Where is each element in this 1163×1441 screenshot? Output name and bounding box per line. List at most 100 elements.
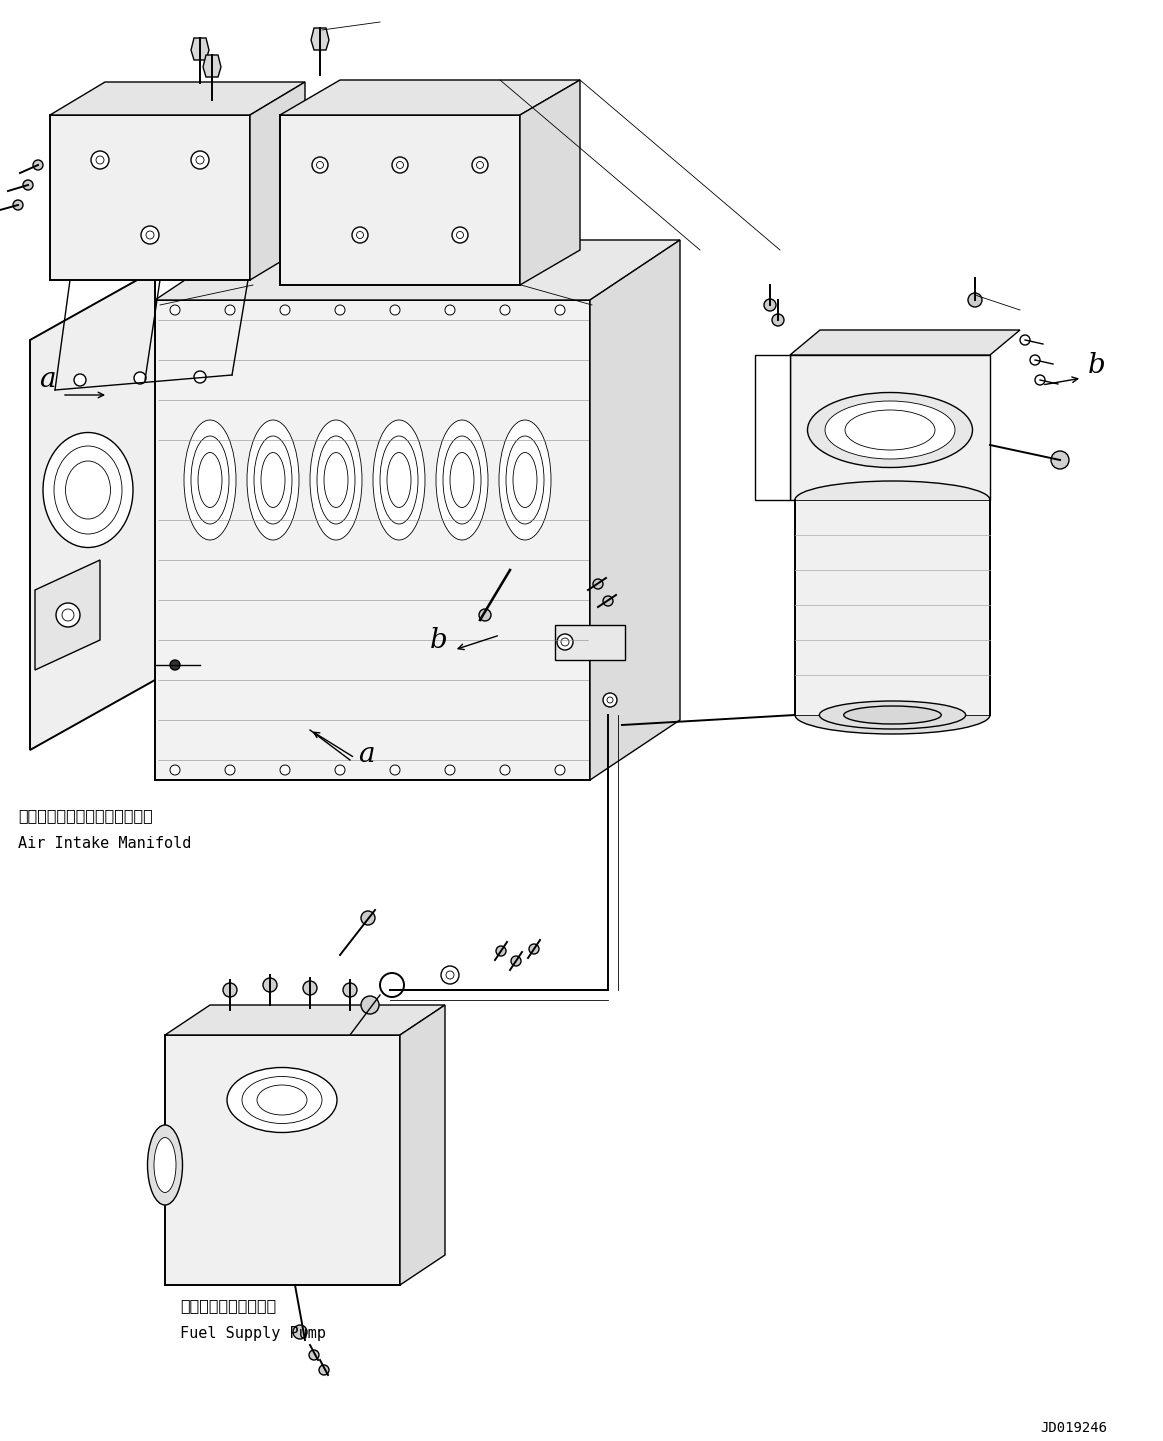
Circle shape: [361, 996, 379, 1014]
Circle shape: [357, 232, 364, 239]
Text: Fuel Supply Pump: Fuel Supply Pump: [180, 1326, 326, 1342]
Polygon shape: [191, 37, 209, 61]
Circle shape: [194, 370, 206, 383]
Circle shape: [968, 293, 982, 307]
Circle shape: [607, 697, 613, 703]
Text: b: b: [1089, 352, 1106, 379]
Circle shape: [13, 200, 23, 210]
Ellipse shape: [317, 437, 355, 525]
Ellipse shape: [506, 437, 544, 525]
Ellipse shape: [257, 1085, 307, 1115]
Ellipse shape: [184, 419, 236, 540]
Circle shape: [280, 305, 290, 316]
Circle shape: [170, 765, 180, 775]
Circle shape: [335, 765, 345, 775]
Circle shape: [479, 610, 491, 621]
Ellipse shape: [499, 419, 551, 540]
Polygon shape: [50, 115, 250, 280]
Ellipse shape: [43, 432, 133, 548]
Circle shape: [141, 226, 159, 244]
Ellipse shape: [387, 452, 411, 507]
Circle shape: [280, 765, 290, 775]
Circle shape: [74, 375, 86, 386]
Circle shape: [1051, 451, 1069, 468]
Ellipse shape: [254, 437, 292, 525]
Circle shape: [319, 1365, 329, 1375]
Ellipse shape: [311, 419, 362, 540]
Polygon shape: [790, 354, 990, 500]
Circle shape: [147, 231, 154, 239]
Ellipse shape: [380, 437, 418, 525]
Circle shape: [555, 305, 565, 316]
Ellipse shape: [380, 973, 404, 997]
Polygon shape: [204, 55, 221, 76]
Circle shape: [511, 955, 521, 965]
Circle shape: [500, 305, 511, 316]
Circle shape: [91, 151, 109, 169]
Polygon shape: [280, 115, 520, 285]
Circle shape: [390, 305, 400, 316]
Circle shape: [445, 305, 455, 316]
Text: a: a: [40, 366, 56, 393]
Polygon shape: [280, 81, 580, 115]
Polygon shape: [400, 1004, 445, 1285]
Ellipse shape: [436, 419, 488, 540]
Circle shape: [361, 911, 374, 925]
Ellipse shape: [261, 452, 285, 507]
Circle shape: [441, 965, 459, 984]
Polygon shape: [755, 354, 790, 500]
Ellipse shape: [443, 437, 481, 525]
Ellipse shape: [807, 392, 972, 467]
Ellipse shape: [825, 401, 955, 460]
Circle shape: [772, 314, 784, 326]
Polygon shape: [50, 82, 305, 115]
Polygon shape: [155, 300, 590, 780]
Ellipse shape: [843, 706, 941, 723]
Polygon shape: [165, 1004, 445, 1035]
Circle shape: [397, 161, 404, 169]
Ellipse shape: [247, 419, 299, 540]
Ellipse shape: [191, 437, 229, 525]
Text: エアーインテークマニホールド: エアーインテークマニホールド: [17, 808, 152, 823]
Circle shape: [97, 156, 104, 164]
Circle shape: [555, 765, 565, 775]
Circle shape: [500, 765, 511, 775]
Polygon shape: [30, 269, 155, 749]
Ellipse shape: [513, 452, 537, 507]
Circle shape: [316, 161, 323, 169]
Text: b: b: [430, 627, 448, 654]
Ellipse shape: [53, 447, 122, 535]
Polygon shape: [155, 241, 680, 300]
Circle shape: [335, 305, 345, 316]
Polygon shape: [250, 82, 305, 280]
Polygon shape: [165, 1035, 400, 1285]
Circle shape: [191, 151, 209, 169]
Ellipse shape: [795, 481, 990, 519]
Ellipse shape: [820, 700, 965, 729]
Circle shape: [309, 1350, 319, 1360]
Polygon shape: [790, 330, 1020, 354]
Circle shape: [33, 160, 43, 170]
Ellipse shape: [373, 419, 424, 540]
Circle shape: [263, 978, 277, 991]
Circle shape: [312, 157, 328, 173]
Polygon shape: [520, 81, 580, 285]
Circle shape: [62, 610, 74, 621]
Text: フェルサプライポンプ: フェルサプライポンプ: [180, 1298, 277, 1313]
Circle shape: [343, 983, 357, 997]
Polygon shape: [795, 500, 990, 715]
Ellipse shape: [198, 452, 222, 507]
Polygon shape: [35, 561, 100, 670]
Circle shape: [224, 765, 235, 775]
Ellipse shape: [154, 1137, 176, 1193]
Circle shape: [56, 602, 80, 627]
Circle shape: [304, 981, 317, 994]
Circle shape: [495, 945, 506, 955]
Polygon shape: [590, 241, 680, 780]
Circle shape: [170, 660, 180, 670]
Circle shape: [529, 944, 538, 954]
Ellipse shape: [450, 452, 475, 507]
Circle shape: [293, 1326, 307, 1339]
Ellipse shape: [846, 411, 935, 450]
Circle shape: [352, 228, 368, 244]
